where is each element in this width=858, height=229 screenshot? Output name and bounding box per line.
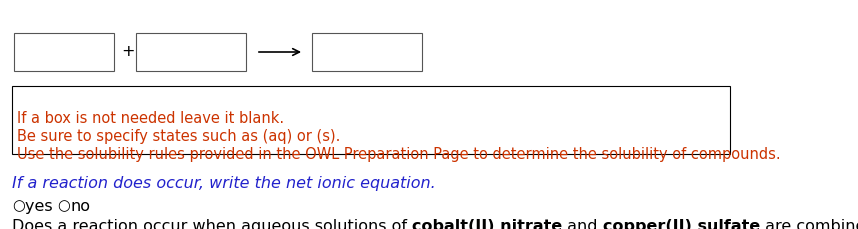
Text: +: + (121, 44, 135, 60)
Text: If a box is not needed leave it blank.: If a box is not needed leave it blank. (17, 111, 284, 126)
Text: are combined?: are combined? (760, 219, 858, 229)
Text: Use the solubility rules provided in the OWL Preparation Page to determine the s: Use the solubility rules provided in the… (17, 147, 781, 162)
Text: ○: ○ (57, 198, 70, 213)
Text: cobalt(II) nitrate: cobalt(II) nitrate (412, 219, 562, 229)
Text: yes: yes (25, 199, 57, 214)
FancyBboxPatch shape (14, 33, 114, 71)
FancyBboxPatch shape (312, 33, 422, 71)
Text: Be sure to specify states such as (aq) or (s).: Be sure to specify states such as (aq) o… (17, 129, 341, 144)
FancyBboxPatch shape (136, 33, 246, 71)
Text: If a reaction does occur, write the net ionic equation.: If a reaction does occur, write the net … (12, 176, 436, 191)
Text: no: no (70, 199, 90, 214)
Text: and: and (562, 219, 603, 229)
Text: ○: ○ (12, 198, 25, 213)
Text: Does a reaction occur when aqueous solutions of: Does a reaction occur when aqueous solut… (12, 219, 412, 229)
Text: copper(II) sulfate: copper(II) sulfate (603, 219, 760, 229)
FancyBboxPatch shape (12, 86, 730, 154)
